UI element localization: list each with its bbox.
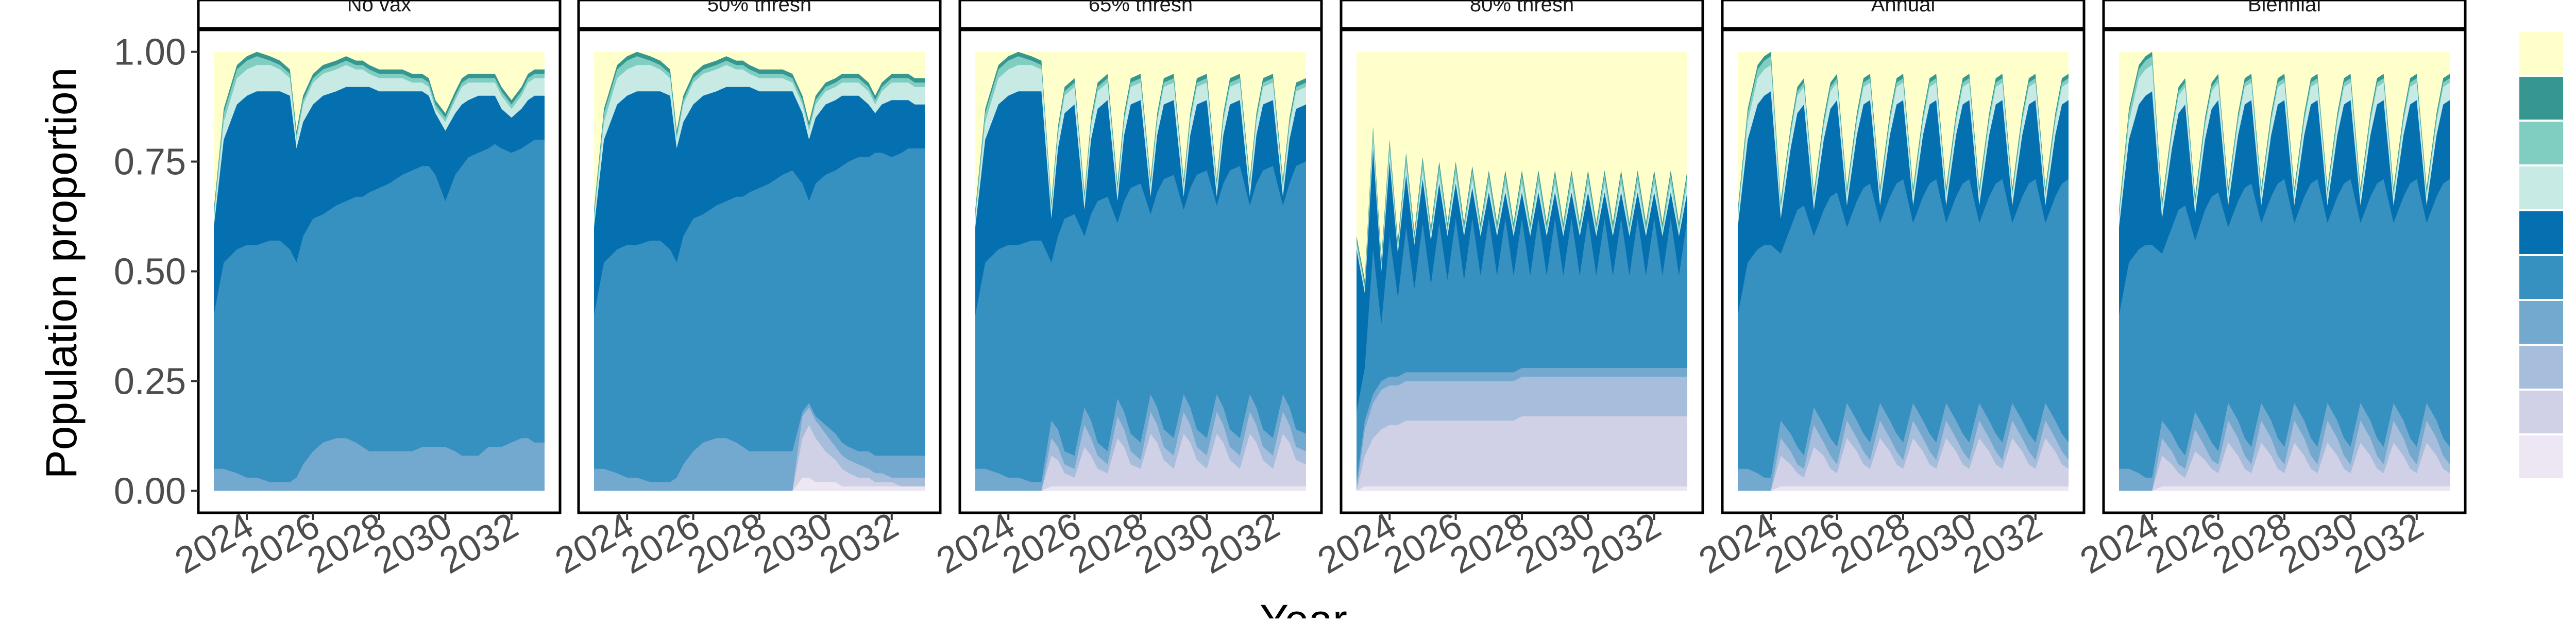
legend-key-imm1 — [2519, 32, 2563, 75]
strip-50-thresh — [577, 0, 942, 30]
band-s1v2-biennial — [2119, 179, 2450, 491]
band-s2v3-50-thresh — [594, 477, 925, 491]
legend-key-s0v3 — [2519, 346, 2563, 389]
band-s1v3-biennial — [2119, 442, 2450, 491]
y-tick-label-4: 1.00 — [114, 32, 186, 73]
strip-label-no-vax: No vax — [347, 0, 412, 16]
y-tick-label-2: 0.50 — [114, 251, 186, 293]
y-tick-label-0: 0.00 — [114, 471, 186, 512]
band-s1v2-annual — [1738, 179, 2069, 491]
band-s1v3-80-thresh — [1357, 416, 1687, 491]
band-s2v3-biennial — [2119, 486, 2450, 491]
legend-key-s0v2 — [2519, 211, 2563, 254]
strip-80-thresh — [1340, 0, 1704, 30]
strip-label-50-thresh: 50% thresh — [707, 0, 811, 16]
legend-key-s1v2 — [2519, 256, 2563, 299]
y-tick-label-1: 0.25 — [114, 361, 186, 402]
strip-biennial — [2102, 0, 2467, 30]
y-axis-label: Population proportion — [37, 68, 86, 479]
x-axis-label: Year — [1260, 596, 1347, 618]
band-s2v3-annual — [1738, 486, 2069, 491]
legend-key-s1v3 — [2519, 391, 2563, 433]
band-s1v2-50-thresh — [594, 148, 925, 491]
legend-key-s2v3 — [2519, 435, 2563, 478]
legend-key-s2v2 — [2519, 301, 2563, 344]
strip-annual — [1721, 0, 2086, 30]
legend-key-s0v0 — [2519, 77, 2563, 120]
strip-label-65-thresh: 65% thresh — [1089, 0, 1193, 16]
band-s1v3-65-thresh — [975, 433, 1306, 491]
strip-no-vax — [197, 0, 562, 30]
strip-label-80-thresh: 80% thresh — [1470, 0, 1574, 16]
legend-key-s1v0 — [2519, 122, 2563, 164]
strip-65-thresh — [958, 0, 1323, 30]
legend-key-s2v0 — [2519, 166, 2563, 209]
strip-label-biennial: Biennial — [2248, 0, 2321, 16]
band-s1v2-no-vax — [214, 140, 545, 491]
band-s1v3-50-thresh — [594, 425, 925, 491]
band-s2v3-80-thresh — [1357, 486, 1687, 491]
strip-label-annual: Annual — [1871, 0, 1936, 16]
band-s2v3-65-thresh — [975, 486, 1306, 491]
y-tick-label-3: 0.75 — [114, 142, 186, 183]
band-s1v3-annual — [1738, 438, 2069, 491]
band-s2v2-no-vax — [214, 438, 545, 491]
